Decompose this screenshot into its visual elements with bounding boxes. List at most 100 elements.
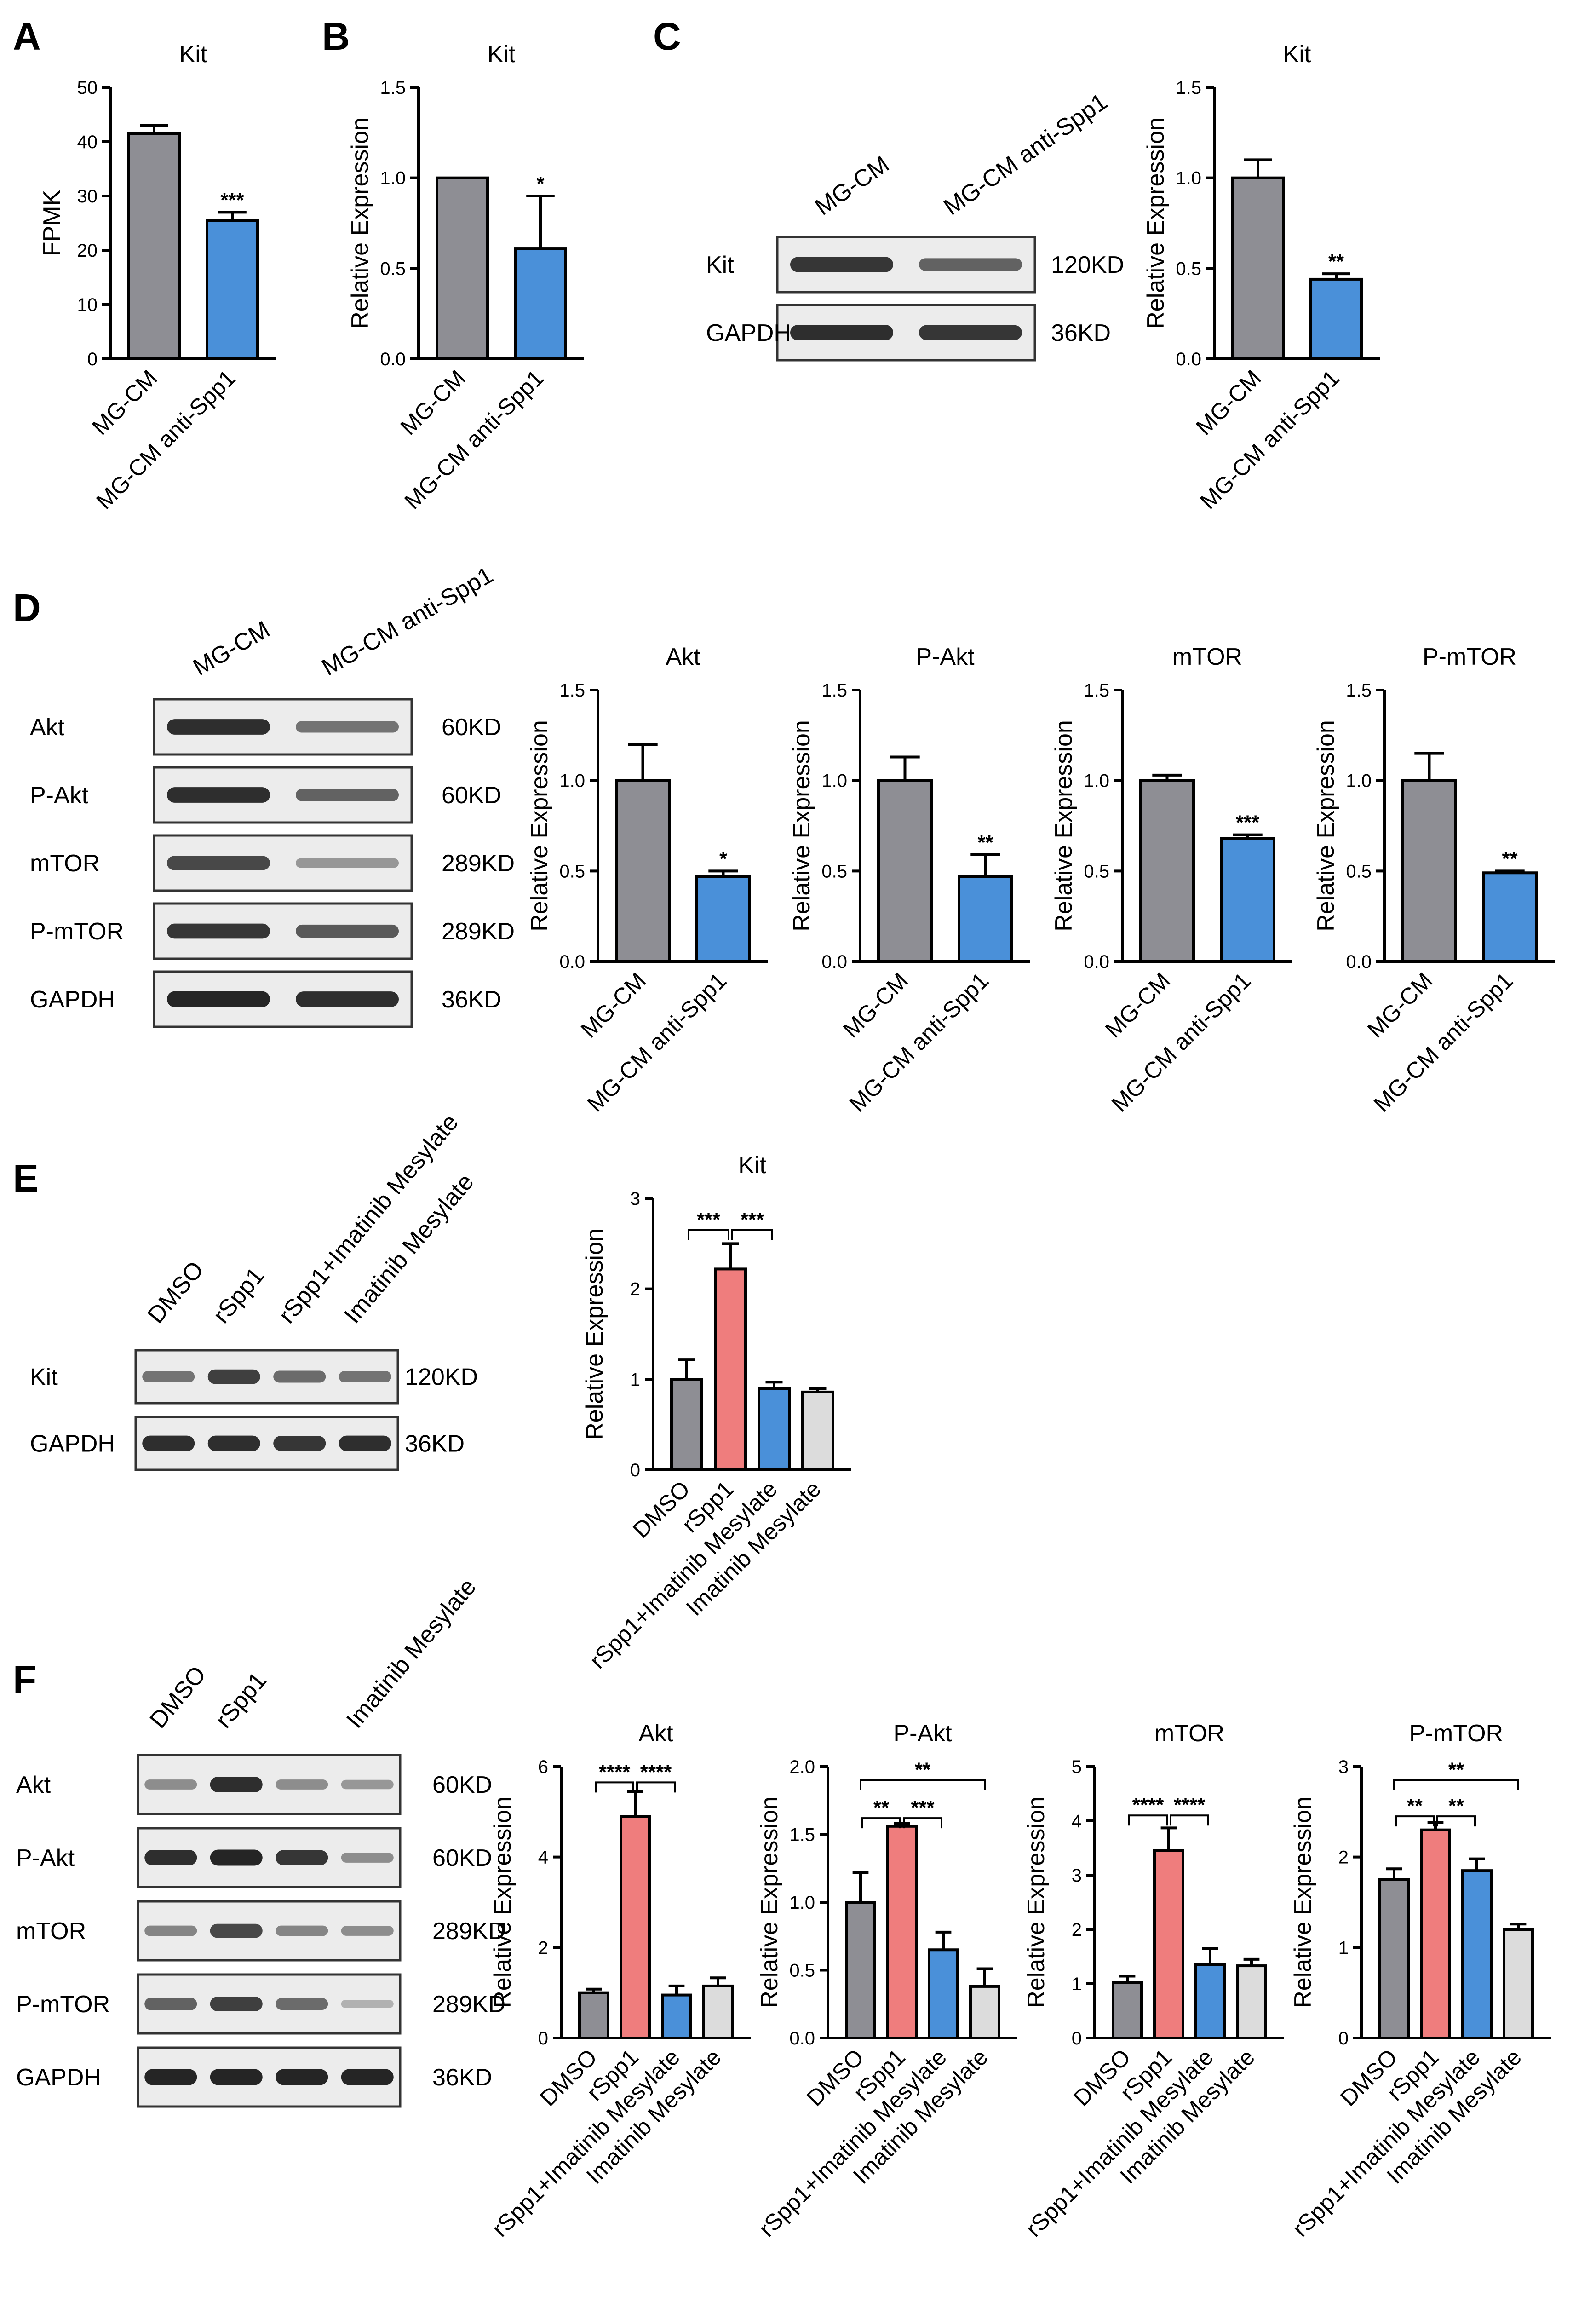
chart-title: Kit xyxy=(179,41,207,68)
significance-label: ** xyxy=(1448,1795,1464,1817)
chart-title: P-Akt xyxy=(916,644,975,670)
y-tick-label: 0.0 xyxy=(1346,952,1372,972)
chart-title: Akt xyxy=(638,1720,673,1747)
chart-title: P-mTOR xyxy=(1423,644,1516,670)
significance-label: * xyxy=(536,173,545,195)
blot-row-label: P-Akt xyxy=(30,782,89,809)
y-axis-label: Relative Expression xyxy=(756,1796,783,2008)
y-tick-label: 2 xyxy=(1072,1920,1082,1940)
bar-3 xyxy=(1503,1928,1534,2039)
y-tick-label: 0.0 xyxy=(821,952,847,972)
significance-label: ** xyxy=(873,1796,890,1819)
blot-row-label: mTOR xyxy=(30,850,100,877)
western-blot-c: MG-CM MG-CM anti-Spp1 Kit 120KD GAPDH 36KD xyxy=(706,88,1124,362)
category-label: MG-CM xyxy=(87,365,162,440)
blot-band xyxy=(144,1850,197,1865)
chart-title: mTOR xyxy=(1154,1720,1224,1747)
category-label: MG-CM xyxy=(1100,967,1175,1042)
blot-band xyxy=(296,991,399,1007)
blot-band xyxy=(276,2069,328,2085)
blot-band xyxy=(339,1435,391,1451)
blot-band xyxy=(341,2069,394,2085)
blot-band xyxy=(790,257,893,272)
blot-band xyxy=(341,1926,394,1936)
y-tick-label: 2.0 xyxy=(789,1757,815,1777)
category-label: MG-CM anti-Spp1 xyxy=(1195,365,1344,514)
chart-title: Kit xyxy=(1283,41,1311,68)
significance-label: ** xyxy=(1448,1759,1464,1781)
bar-0 xyxy=(615,779,671,963)
category-label: MG-CM xyxy=(395,365,470,440)
significance-bracket xyxy=(595,1781,634,1793)
molecular-weight-label: 36KD xyxy=(1051,320,1111,346)
y-tick-label: 0.5 xyxy=(1346,861,1372,881)
y-tick-label: 0.5 xyxy=(1084,861,1109,881)
blot-band xyxy=(210,1923,263,1938)
category-label: MG-CM anti-Spp1 xyxy=(1107,967,1256,1117)
molecular-weight-label: 120KD xyxy=(1051,252,1124,278)
panel-label-b: B xyxy=(322,15,350,58)
category-label: DMSO xyxy=(628,1476,695,1543)
significance-bracket xyxy=(1128,1814,1168,1826)
bar-0 xyxy=(1401,779,1457,963)
blot-row-label: mTOR xyxy=(16,1918,86,1945)
bar-0 xyxy=(1231,176,1285,360)
y-axis-label: Relative Expression xyxy=(526,720,553,932)
blot-band xyxy=(142,1371,195,1382)
chart-title: mTOR xyxy=(1172,644,1242,670)
y-tick-label: 40 xyxy=(77,132,98,152)
bar-3 xyxy=(801,1390,834,1472)
y-tick-label: 3 xyxy=(630,1189,640,1209)
blot-band xyxy=(144,1998,197,2010)
blot-row-label: Akt xyxy=(30,714,65,741)
y-tick-label: 2 xyxy=(1338,1848,1349,1868)
y-tick-label: 4 xyxy=(538,1848,548,1868)
blot-row-label: Akt xyxy=(16,1772,51,1798)
y-axis-label: Relative Expression xyxy=(1313,720,1339,932)
blot-band xyxy=(210,1997,263,2011)
blot-band xyxy=(276,1850,328,1865)
y-tick-label: 0.5 xyxy=(380,259,406,279)
blot-row-label: Kit xyxy=(30,1364,58,1391)
blot-band xyxy=(144,2069,197,2085)
bar-1 xyxy=(514,247,567,360)
bar-0 xyxy=(1139,779,1195,963)
y-tick-label: 0.0 xyxy=(380,349,406,369)
significance-label: *** xyxy=(741,1209,764,1231)
blot-band xyxy=(207,1435,260,1451)
panel-label-e: E xyxy=(13,1157,39,1200)
y-axis-label: FPMK xyxy=(39,190,65,256)
bar-1 xyxy=(714,1267,747,1471)
significance-bracket xyxy=(861,1817,901,1829)
significance-label: *** xyxy=(911,1796,935,1819)
bar-1 xyxy=(1482,871,1538,963)
chart-title: Kit xyxy=(488,41,516,68)
significance-label: * xyxy=(719,847,728,870)
y-tick-label: 50 xyxy=(77,78,98,98)
molecular-weight-label: 36KD xyxy=(432,2064,492,2091)
blot-row-label: GAPDH xyxy=(706,320,791,346)
significance-label: **** xyxy=(1174,1794,1206,1816)
category-label: MG-CM xyxy=(1191,365,1266,440)
y-tick-label: 0.0 xyxy=(559,952,585,972)
molecular-weight-label: 120KD xyxy=(405,1364,478,1391)
blot-band xyxy=(276,1925,328,1936)
chart-d3: mTOR 0.0 0.5 1.0 1.5 Relative Expression MG-CM… xyxy=(1051,644,1292,1117)
blot-band xyxy=(341,2000,394,2008)
significance-label: ** xyxy=(977,831,993,854)
chart-title: P-mTOR xyxy=(1409,1720,1503,1747)
y-tick-label: 0.0 xyxy=(1176,349,1201,369)
y-tick-label: 1 xyxy=(630,1370,640,1390)
molecular-weight-label: 60KD xyxy=(442,782,501,809)
blot-band xyxy=(144,1779,197,1790)
significance-label: ** xyxy=(915,1759,931,1781)
chart-b: Kit 0.0 0.5 1.0 1.5 Relative Expression MG-CM *… xyxy=(347,41,584,514)
lane-label: MG-CM xyxy=(810,151,894,221)
blot-band xyxy=(142,1435,195,1451)
panel-label-a: A xyxy=(13,15,41,58)
blot-band xyxy=(210,1849,263,1866)
y-tick-label: 4 xyxy=(1072,1811,1082,1831)
chart-title: P-Akt xyxy=(893,1720,952,1747)
